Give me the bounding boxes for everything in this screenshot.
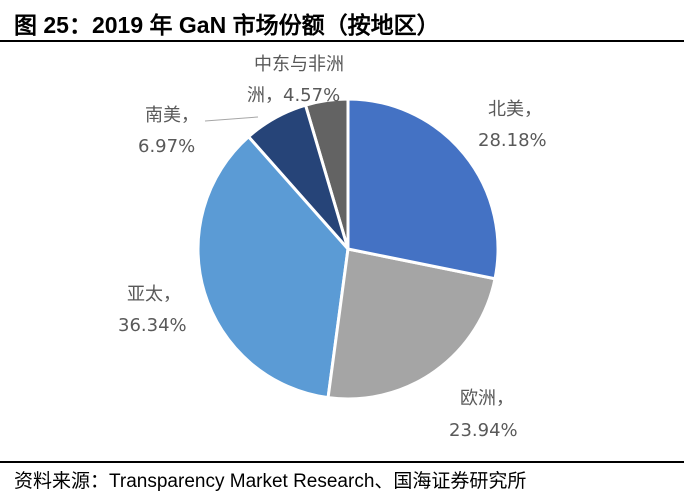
label-north-america: 北美， (488, 99, 542, 120)
label-south-america: 南美， (145, 105, 199, 126)
value-europe: 23.94% (449, 420, 518, 441)
value-north-america: 28.18% (478, 130, 547, 151)
value-mea: 洲，4.57% (247, 85, 340, 106)
source-note: 资料来源：Transparency Market Research、国海证券研究… (14, 471, 527, 492)
value-south-america: 6.97% (138, 136, 195, 157)
title-divider (0, 40, 684, 42)
source-divider (0, 461, 684, 463)
pie-slice-2 (196, 134, 350, 400)
pie-slice-1 (326, 247, 497, 401)
figure-title: 图 25：2019 年 GaN 市场份额（按地区） (14, 12, 440, 38)
label-europe: 欧洲， (460, 388, 514, 409)
leader-line-south-america (204, 116, 259, 122)
label-mea: 中东与非洲 (254, 54, 344, 75)
label-asia-pacific: 亚太， (127, 284, 181, 305)
value-asia-pacific: 36.34% (118, 315, 187, 336)
pie-slice-0 (346, 97, 500, 281)
